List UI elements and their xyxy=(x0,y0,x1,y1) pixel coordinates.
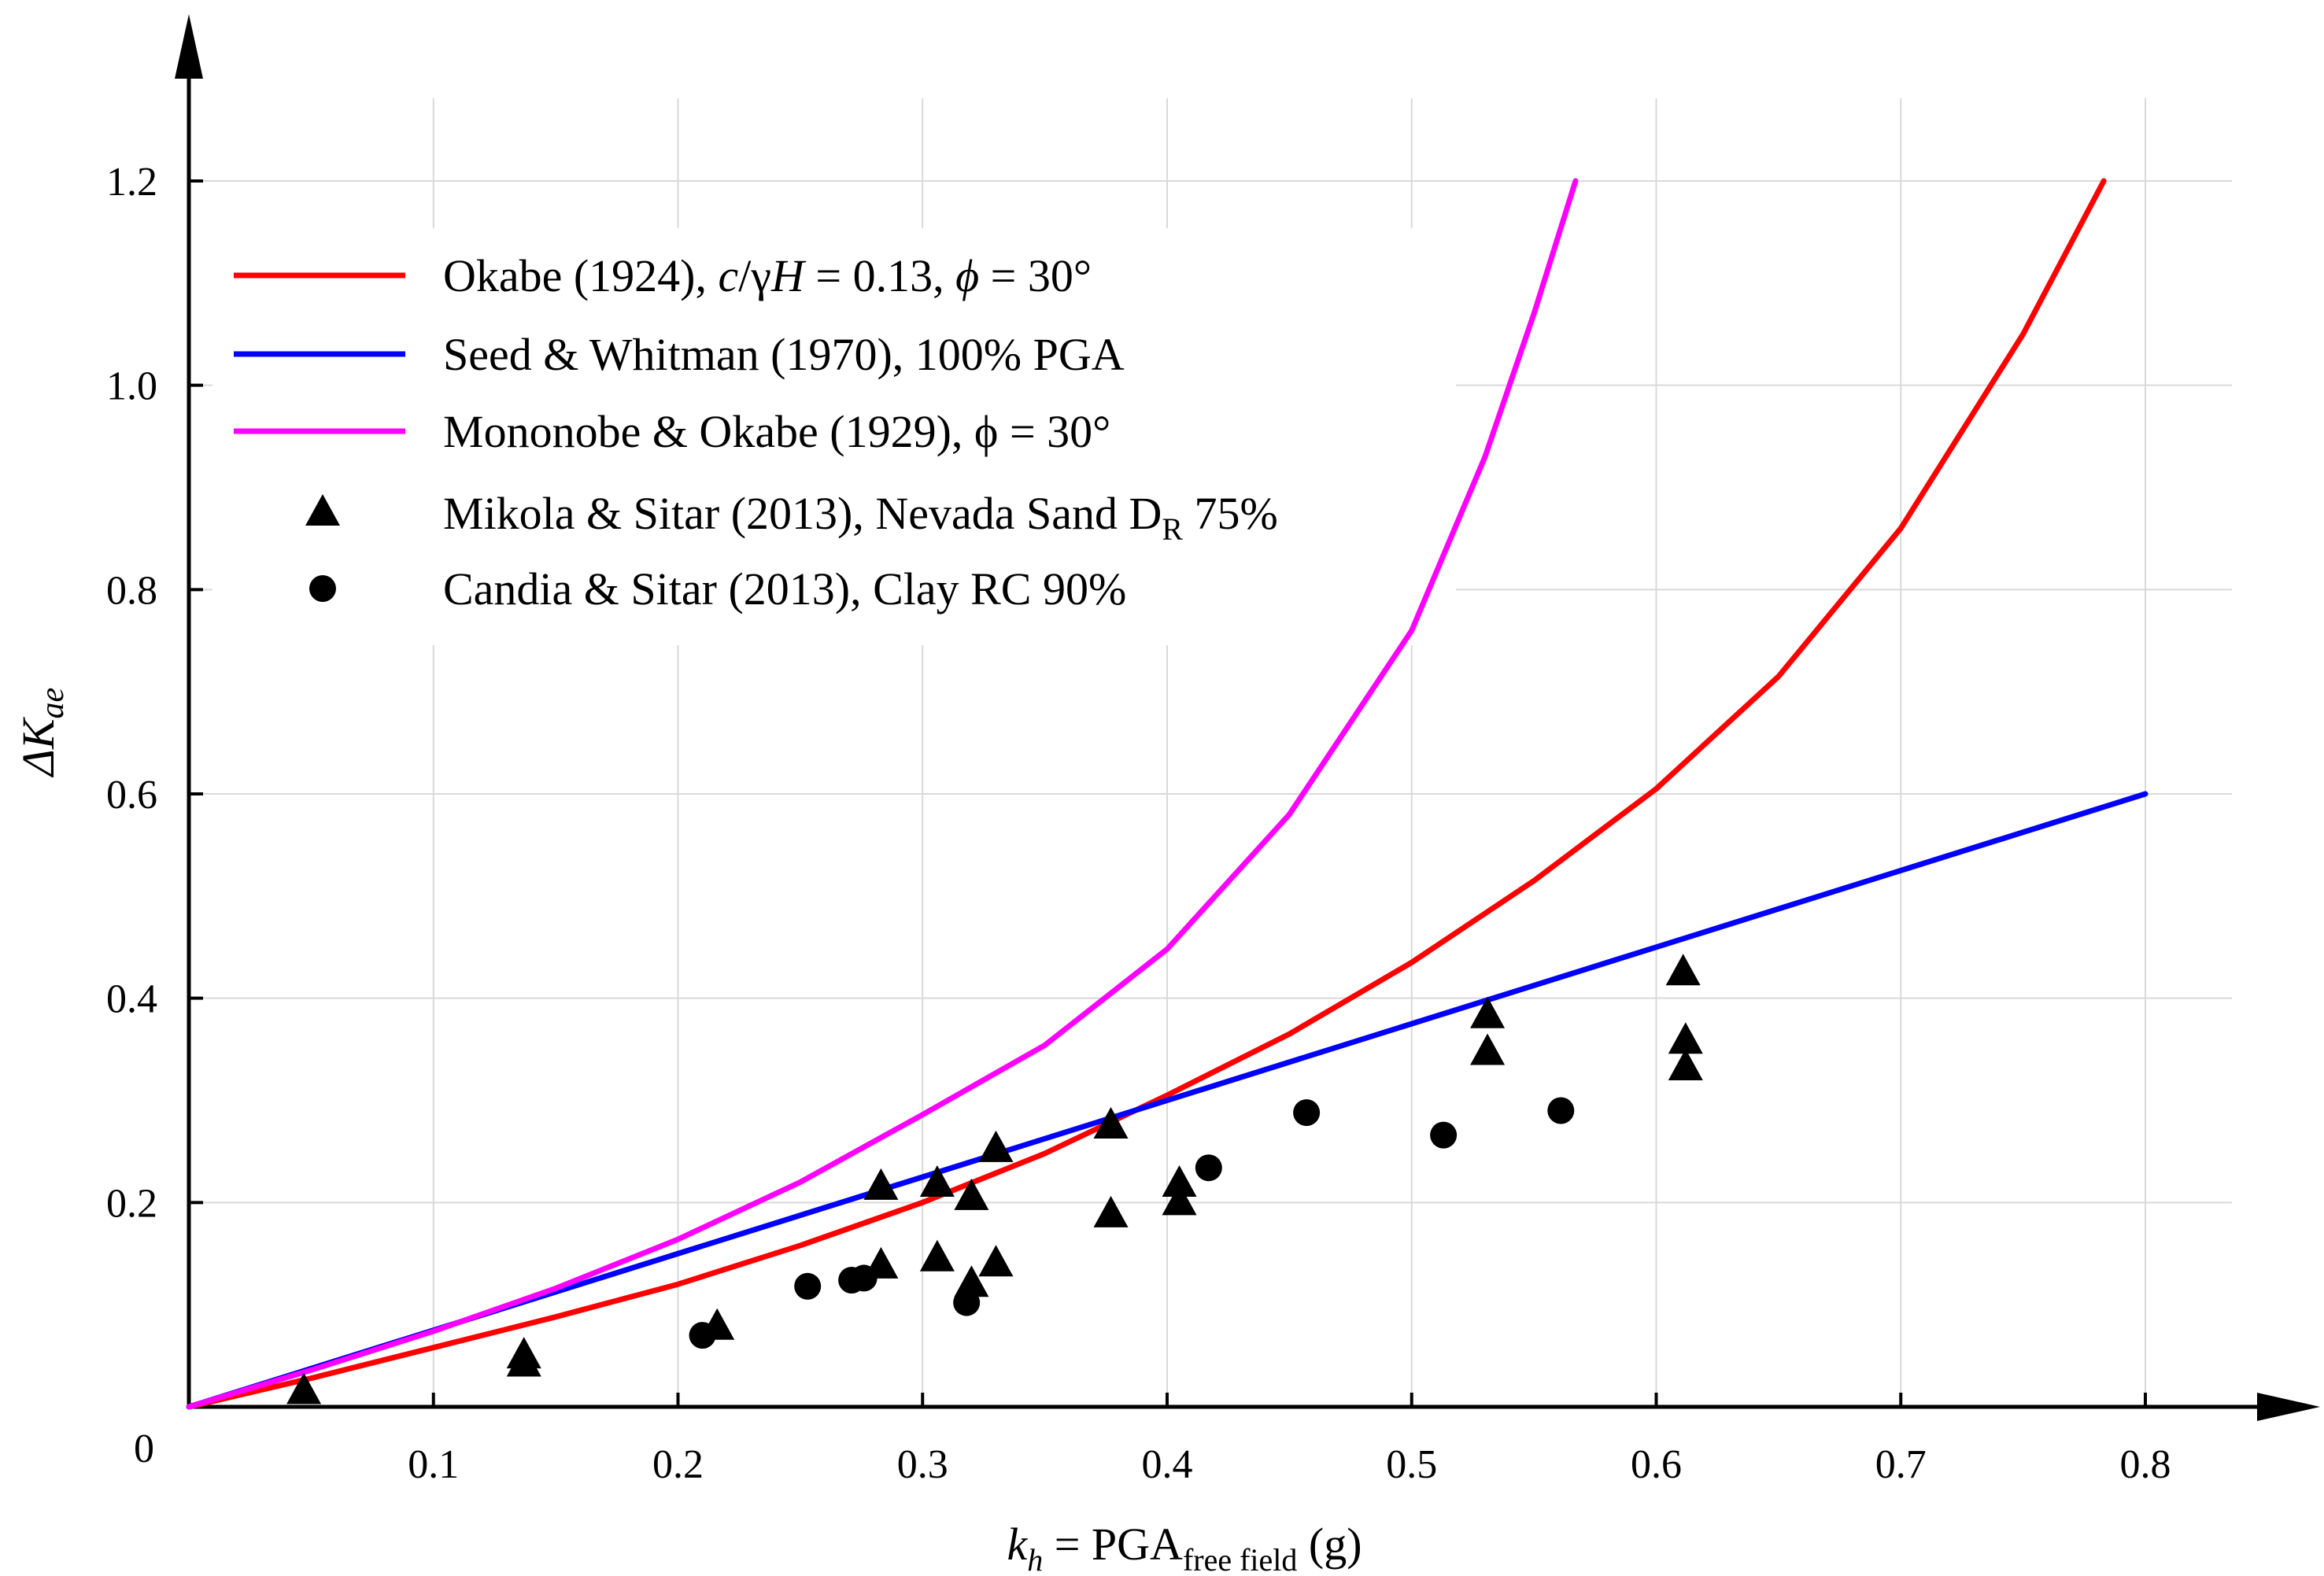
legend-background xyxy=(212,228,1456,645)
x-tick-label: 0.7 xyxy=(1875,1442,1927,1487)
marker-layer xyxy=(286,954,1703,1404)
triangle-marker xyxy=(919,1164,955,1197)
legend-triangle-marker xyxy=(305,494,340,526)
x-axis-label: kh = PGAfree field (g) xyxy=(1007,1519,1362,1576)
triangle-marker xyxy=(1093,1106,1129,1139)
triangle-marker xyxy=(286,1372,322,1404)
triangle-marker xyxy=(1470,1033,1506,1065)
triangle-marker xyxy=(978,1245,1014,1277)
triangle-marker xyxy=(863,1168,899,1200)
x-tick-label: 0.2 xyxy=(652,1442,704,1487)
axis-labels: kh = PGAfree field (g) ΔKae xyxy=(13,688,1362,1576)
circle-marker xyxy=(850,1264,878,1292)
circle-marker xyxy=(1195,1154,1222,1182)
circle-marker xyxy=(689,1322,716,1349)
x-tick-label: 0.6 xyxy=(1631,1442,1682,1487)
legend-label-4: Candia & Sitar (2013), Clay RC 90% xyxy=(443,563,1126,615)
triangle-marker xyxy=(978,1130,1014,1162)
legend-circle-marker xyxy=(309,575,336,602)
triangle-marker xyxy=(1668,1048,1703,1080)
circle-marker xyxy=(1430,1121,1458,1149)
series-line-0 xyxy=(186,178,2107,1410)
x-tick-label: 0.5 xyxy=(1386,1442,1437,1487)
triangle-marker xyxy=(1470,996,1506,1028)
y-tick-label: 0.8 xyxy=(106,568,157,613)
tick-labels: 0.1 0.2 0.3 0.4 0.5 0.6 0.7 0.8 0.2 0.4 0.6 0.8 1.0 1… xyxy=(106,160,2171,1487)
y-tick-label: 1.2 xyxy=(106,160,157,205)
triangle-marker xyxy=(1162,1164,1197,1197)
triangle-marker xyxy=(506,1345,541,1377)
x-tick-label: 0.8 xyxy=(2120,1442,2171,1487)
series-layer xyxy=(186,178,2148,1410)
triangle-marker xyxy=(1093,1195,1129,1227)
triangle-marker xyxy=(1162,1183,1197,1216)
triangle-marker xyxy=(1668,1022,1703,1054)
x-tick-label: 0.1 xyxy=(408,1442,459,1487)
circle-marker xyxy=(1547,1097,1575,1124)
triangle-marker xyxy=(954,1265,989,1297)
x-tick-label: 0.3 xyxy=(897,1442,948,1487)
x-axis-arrow xyxy=(2257,1393,2320,1421)
circle-marker xyxy=(953,1289,981,1316)
y-tick-label: 0.4 xyxy=(106,977,157,1022)
x-tick-label: 0.4 xyxy=(1142,1442,1193,1487)
legend-label-0: Okabe (1924), c/γH = 0.13, ϕ = 30° xyxy=(443,250,1092,301)
legend-label-2: Mononobe & Okabe (1929), ϕ = 30° xyxy=(443,406,1110,457)
triangle-marker xyxy=(919,1239,955,1272)
legend-label-3: Mikola & Sitar (2013), Nevada Sand DR 75… xyxy=(443,488,1278,547)
series-line-2 xyxy=(186,178,1579,1410)
y-axis-label: ΔKae xyxy=(13,688,71,777)
legend-label-1: Seed & Whitman (1970), 100% PGA xyxy=(443,329,1125,380)
origin-label: 0 xyxy=(134,1427,154,1471)
axes xyxy=(175,14,2320,1421)
legend-box xyxy=(212,228,1456,645)
triangle-marker xyxy=(1665,954,1701,986)
circle-marker xyxy=(794,1272,822,1300)
y-tick-label: 0.6 xyxy=(106,773,157,818)
circle-marker xyxy=(1293,1099,1321,1127)
legend: Okabe (1924), c/γH = 0.13, ϕ = 30° Seed &… xyxy=(234,250,1278,615)
triangle-marker xyxy=(954,1178,989,1210)
y-tick-label: 0.2 xyxy=(106,1181,157,1226)
y-axis-arrow xyxy=(175,14,203,79)
y-tick-label: 1.0 xyxy=(106,364,157,409)
